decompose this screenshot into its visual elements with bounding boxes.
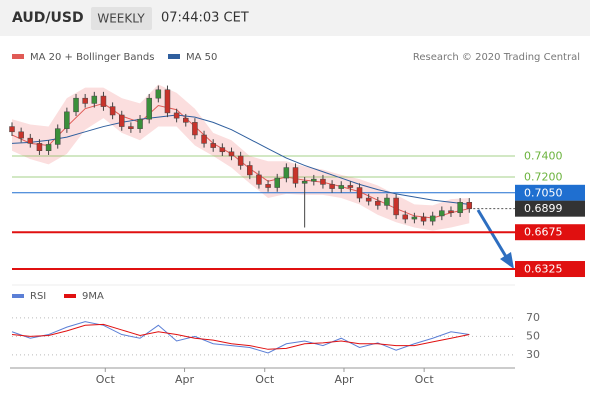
- period-box[interactable]: [91, 7, 152, 30]
- candle-body: [301, 180, 308, 184]
- candle-body: [256, 174, 262, 185]
- legend-swatch: [168, 54, 180, 59]
- candle-body: [137, 118, 143, 129]
- candle-body: [329, 184, 335, 189]
- candle-body: [128, 126, 134, 129]
- symbol: AUD/USD: [12, 10, 84, 26]
- x-tick-label: Oct: [255, 373, 275, 386]
- candle-body: [201, 134, 207, 144]
- candle-body: [283, 167, 290, 179]
- candle-body: [73, 97, 79, 113]
- period[interactable]: WEEKLY: [97, 12, 145, 26]
- ma-line: [11, 114, 470, 205]
- legend-swatch: [12, 294, 24, 298]
- candle-body: [100, 95, 107, 107]
- candle-body: [27, 137, 34, 144]
- candle-body: [265, 184, 271, 188]
- candle-body: [82, 97, 88, 104]
- candle-body: [393, 197, 399, 216]
- arrow-head: [500, 252, 514, 269]
- candle-body: [192, 122, 198, 136]
- candle-body: [292, 167, 299, 184]
- level-box: [515, 261, 585, 278]
- candle-body: [448, 210, 454, 214]
- x-tick-label: Oct: [415, 373, 435, 386]
- credit: Research © 2020 Trading Central: [413, 52, 580, 63]
- candle-body: [247, 165, 253, 176]
- time: 07:44:03 CET: [161, 11, 249, 26]
- y-tick-label: 50: [526, 329, 540, 342]
- candle-body: [466, 202, 473, 209]
- candle-body: [411, 216, 418, 220]
- candle-body: [384, 197, 390, 206]
- level-label: 0.7400: [524, 150, 563, 163]
- candle-body: [402, 214, 409, 220]
- x-tick-label: Apr: [175, 373, 195, 386]
- forecast-arrow: [476, 209, 510, 261]
- level-label: 0.6899: [524, 202, 563, 215]
- level-label: 0.7050: [524, 186, 563, 199]
- indicator-line: [11, 323, 470, 350]
- level-box: [515, 184, 585, 201]
- candle-body: [439, 210, 445, 217]
- candle-body: [18, 131, 24, 139]
- y-tick-label: 30: [526, 348, 540, 361]
- candle-body: [36, 143, 43, 151]
- candle-body: [347, 185, 354, 188]
- indicator-line: [11, 321, 470, 354]
- candle-body: [365, 197, 372, 202]
- candle-body: [375, 200, 381, 206]
- candle-body: [210, 143, 216, 148]
- y-tick-label: 70: [526, 311, 540, 324]
- x-tick-label: Oct: [96, 373, 116, 386]
- candle-body: [118, 114, 125, 127]
- candle-body: [429, 215, 436, 222]
- legend-swatch: [64, 294, 76, 298]
- candle-body: [219, 147, 226, 153]
- legend-label: MA 20 + Bollinger Bands: [30, 52, 154, 63]
- candle-body: [457, 202, 463, 214]
- x-tick-label: Apr: [334, 373, 354, 386]
- candle-body: [64, 111, 70, 129]
- candle-body: [228, 151, 235, 157]
- candle-body: [54, 128, 61, 145]
- header-bar: [0, 0, 590, 36]
- candle-body: [164, 89, 171, 114]
- candle-body: [146, 97, 152, 120]
- level-label: 0.7200: [524, 171, 563, 184]
- candle-body: [356, 187, 363, 199]
- candle-body: [320, 178, 326, 185]
- candle-body: [173, 112, 180, 119]
- candle-body: [274, 177, 280, 188]
- candle-body: [109, 106, 116, 116]
- candle-body: [420, 216, 427, 222]
- candle-body: [45, 144, 52, 151]
- candle-body: [91, 95, 98, 104]
- legend-swatch: [12, 54, 24, 59]
- candle-body: [237, 155, 244, 166]
- legend-label: 9MA: [82, 291, 104, 302]
- level-box: [515, 200, 585, 217]
- candle-body: [183, 117, 189, 123]
- candle-body: [338, 185, 344, 189]
- legend-label: RSI: [30, 291, 46, 302]
- level-label: 0.6675: [524, 226, 563, 239]
- level-label: 0.6325: [524, 263, 563, 276]
- candle-body: [311, 178, 317, 182]
- legend-label: MA 50: [186, 52, 217, 63]
- level-box: [515, 224, 585, 241]
- candle-body: [9, 126, 15, 133]
- candle-body: [155, 89, 162, 99]
